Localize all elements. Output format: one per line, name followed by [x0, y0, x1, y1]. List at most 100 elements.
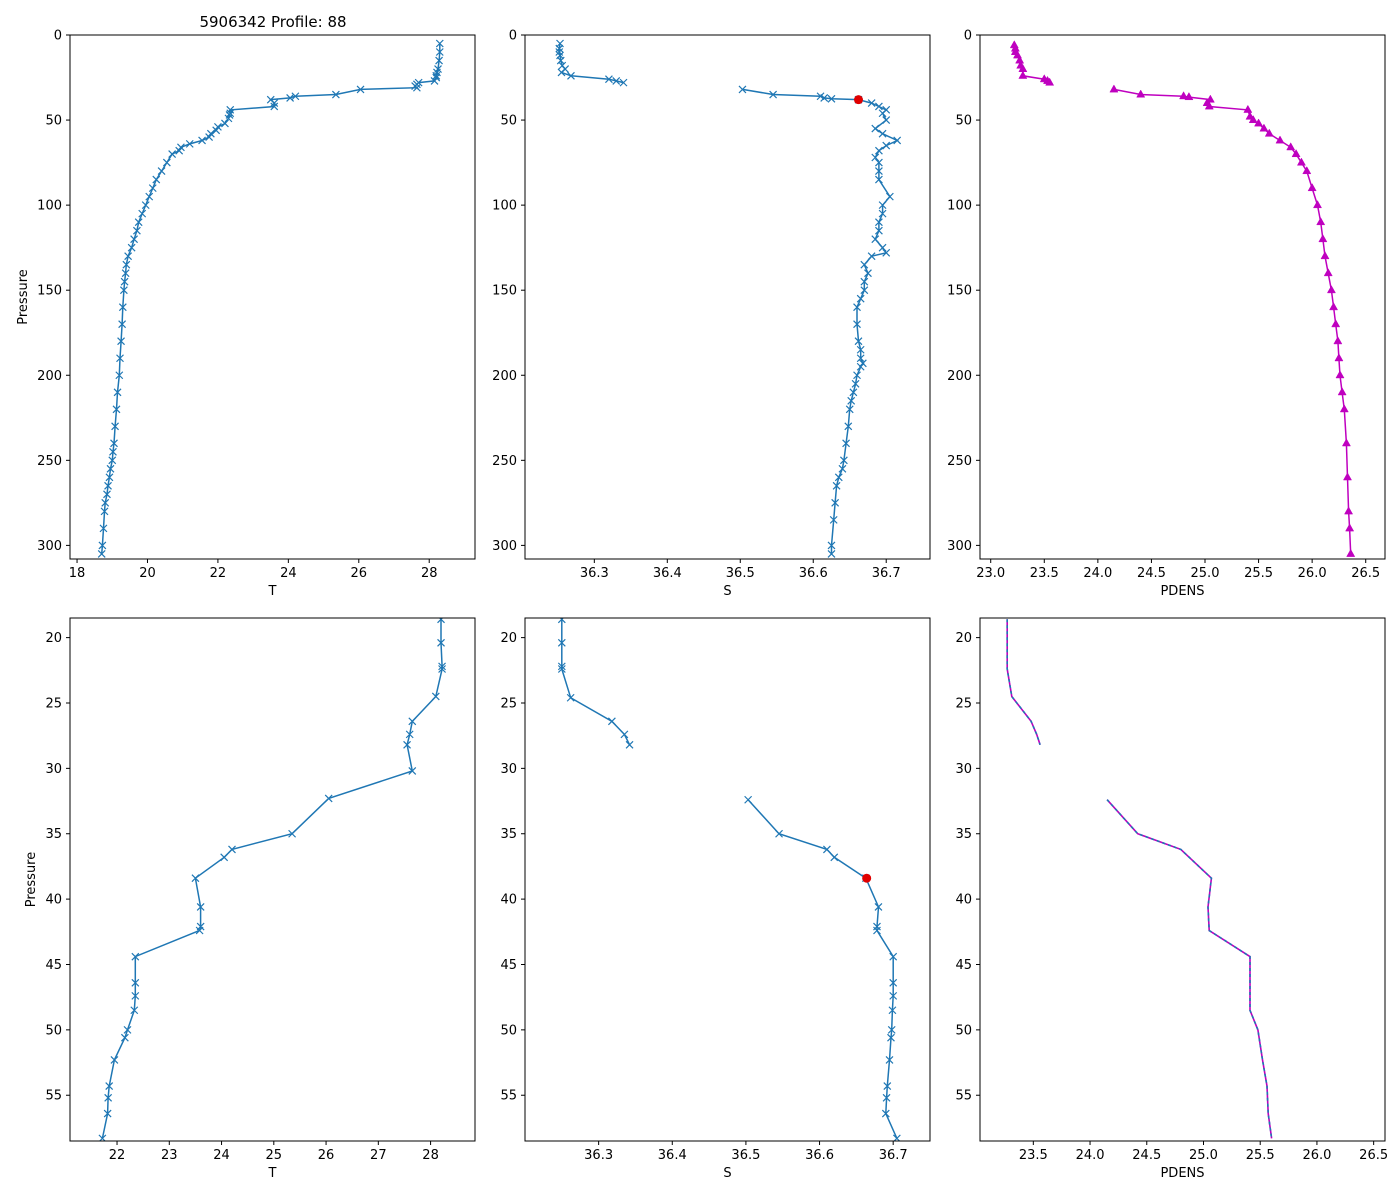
- x-marker: [196, 903, 205, 911]
- x-marker: [883, 1082, 892, 1091]
- x-axis-label: PDENS: [1160, 584, 1204, 599]
- plot-area: [557, 618, 901, 1141]
- x-marker: [148, 184, 157, 193]
- x-marker: [438, 665, 447, 673]
- y-axis-label: Pressure: [24, 852, 39, 908]
- x-marker: [121, 269, 130, 278]
- x-marker: [101, 498, 110, 507]
- triangle-marker: [1018, 70, 1028, 79]
- triangle-marker: [1109, 84, 1119, 93]
- x-marker: [98, 541, 107, 550]
- plot-area: [97, 39, 444, 558]
- x-tick-label: 25: [266, 1148, 283, 1163]
- y-tick-label: 35: [955, 827, 972, 842]
- axes-frame: [69, 34, 476, 560]
- x-marker: [288, 829, 297, 838]
- x-tick-label: 36.4: [653, 566, 682, 581]
- x-marker: [104, 1093, 113, 1102]
- x-marker: [130, 235, 139, 244]
- x-marker: [109, 447, 117, 456]
- triangle-marker: [1264, 128, 1274, 137]
- x-marker: [827, 94, 836, 103]
- x-tick-label: 26: [351, 566, 368, 581]
- x-axis-label: S: [723, 1166, 731, 1181]
- y-tick-label: 45: [955, 958, 972, 973]
- x-marker: [882, 116, 891, 124]
- y-tick-label: 50: [955, 114, 972, 129]
- axes-frame: [979, 617, 1386, 1142]
- x-marker: [212, 126, 221, 135]
- triangle-marker: [1331, 319, 1341, 328]
- y-tick-label: 50: [500, 1023, 517, 1038]
- x-marker: [871, 153, 880, 162]
- x-marker: [408, 767, 417, 775]
- y-tick-label: 50: [45, 1023, 62, 1038]
- x-tick-label: 18: [69, 566, 86, 581]
- y-tick-label: 250: [947, 454, 972, 469]
- triangle-marker: [1341, 438, 1351, 447]
- x-marker: [152, 175, 161, 184]
- x-axis-label: PDENS: [1160, 1166, 1204, 1181]
- x-marker: [889, 952, 898, 961]
- y-tick-label: 0: [964, 29, 972, 44]
- x-marker: [844, 422, 853, 431]
- x-marker: [878, 201, 887, 210]
- x-marker: [831, 498, 840, 507]
- triangle-marker: [1302, 166, 1312, 175]
- x-marker: [105, 1082, 114, 1091]
- x-marker: [878, 129, 887, 138]
- x-tick-label: 20: [139, 566, 156, 581]
- series-t: [97, 39, 444, 558]
- triangle-marker: [1136, 89, 1146, 98]
- y-tick-label: 30: [500, 762, 517, 777]
- x-marker: [113, 388, 122, 397]
- triangle-marker: [1291, 149, 1301, 158]
- x-marker: [604, 75, 613, 84]
- x-marker: [874, 146, 883, 155]
- x-marker: [432, 71, 441, 80]
- x-marker: [185, 139, 194, 148]
- x-marker: [882, 141, 891, 150]
- x-marker: [882, 248, 891, 257]
- x-marker: [431, 692, 440, 701]
- density-line-dash: [1106, 799, 1273, 1139]
- y-tick-label: 250: [37, 454, 62, 469]
- x-marker: [887, 1025, 896, 1034]
- panel-t-full: 18 20 22 24 26 28 0 50 100 150 200 250 300 T Pressure: [16, 29, 476, 599]
- y-tick-label: 45: [500, 958, 517, 973]
- x-marker: [822, 845, 831, 854]
- y-tick-label: 40: [955, 893, 972, 908]
- x-marker: [849, 388, 858, 397]
- y-tick-label: 55: [955, 1089, 972, 1104]
- x-marker: [430, 77, 439, 85]
- x-marker: [157, 167, 166, 176]
- series-pdens-lower: [1106, 799, 1273, 1139]
- x-tick-label: 26: [318, 1148, 335, 1163]
- triangle-marker: [1346, 548, 1356, 557]
- y-tick-label: 20: [500, 631, 517, 646]
- x-marker: [131, 978, 140, 987]
- x-marker: [356, 85, 365, 94]
- y-tick-label: 50: [500, 114, 517, 129]
- axes-frame: [979, 34, 1386, 560]
- y-tick-label: 150: [37, 284, 62, 299]
- x-marker: [226, 109, 235, 118]
- series-flagged-point: [853, 95, 863, 105]
- series-line: [101, 619, 443, 1139]
- y-tick-label: 55: [500, 1089, 517, 1104]
- x-marker: [834, 473, 843, 482]
- x-marker: [878, 209, 887, 218]
- triangle-marker: [1323, 268, 1333, 277]
- x-marker: [832, 481, 841, 490]
- x-tick-label: 36.6: [799, 566, 828, 581]
- x-marker: [103, 1109, 112, 1118]
- x-marker: [871, 124, 880, 133]
- x-tick-label: 36.7: [879, 1148, 908, 1163]
- y-tick-label: 40: [45, 893, 62, 908]
- x-marker: [853, 320, 861, 329]
- x-marker: [117, 337, 125, 346]
- y-tick-label: 200: [492, 369, 517, 384]
- plot-area: [1009, 40, 1356, 557]
- flag-point-marker: [862, 873, 872, 883]
